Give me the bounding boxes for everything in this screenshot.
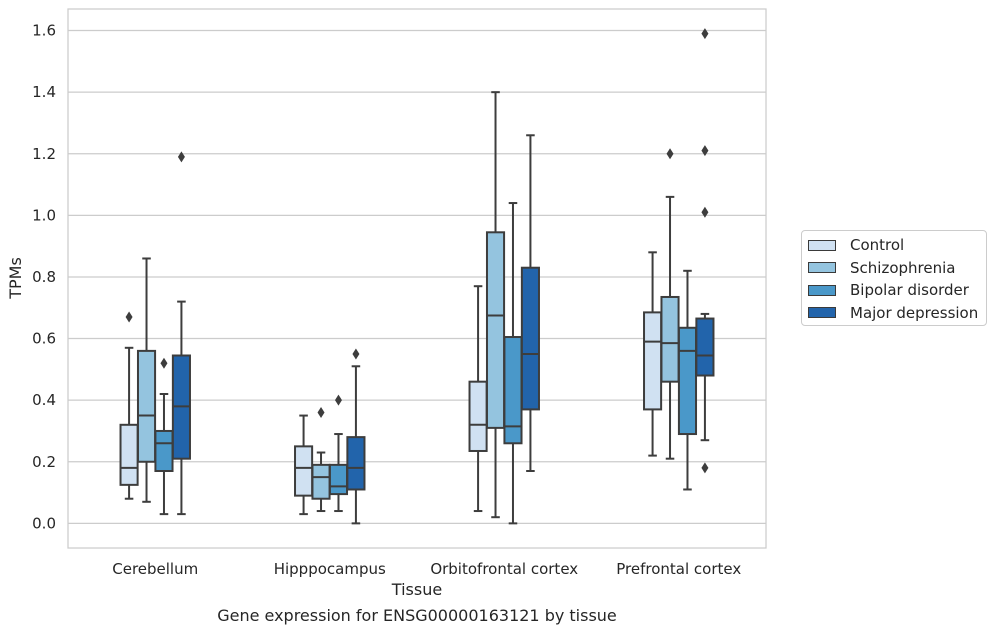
y-tick-label: 0.8 <box>32 268 56 286</box>
x-tick-label: Orbitofrontal cortex <box>430 560 578 578</box>
outlier-marker <box>125 311 133 323</box>
legend-label: Schizophrenia <box>850 258 956 277</box>
box-plot-boxes <box>119 28 715 525</box>
y-tick-label: 1.0 <box>32 206 56 224</box>
chart-caption: Gene expression for ENSG00000163121 by t… <box>217 606 617 625</box>
box-control <box>294 414 314 516</box>
box-major-depression <box>171 151 191 516</box>
legend-swatch <box>808 284 836 296</box>
iqr-box <box>154 429 174 472</box>
box-bipolar-disorder <box>328 394 349 513</box>
outlier-marker <box>352 348 360 360</box>
box-schizophrenia <box>660 148 680 460</box>
iqr-box <box>643 311 663 411</box>
box-schizophrenia <box>136 257 157 503</box>
iqr-box <box>136 349 157 463</box>
iqr-box <box>660 295 680 383</box>
box-schizophrenia <box>311 406 331 513</box>
legend-item: Control <box>808 236 904 254</box>
y-tick-label: 1.2 <box>32 145 56 163</box>
legend-label: Control <box>850 236 905 254</box>
iqr-box <box>695 317 715 377</box>
box-control <box>468 285 488 513</box>
x-tick-label: Cerebellum <box>112 560 198 578</box>
y-tick-label: 1.4 <box>32 83 56 101</box>
outlier-marker <box>701 206 709 218</box>
y-tick-label: 0.4 <box>32 391 56 409</box>
legend-swatch <box>808 239 836 251</box>
iqr-box <box>328 463 349 496</box>
iqr-box <box>119 423 139 486</box>
outlier-marker <box>701 462 709 474</box>
x-tick-label: Hipppocampus <box>274 560 386 578</box>
outlier-marker <box>317 406 325 418</box>
legend-label: Bipolar disorder <box>850 281 969 299</box>
box-control <box>119 311 139 500</box>
outlier-marker <box>334 394 342 406</box>
y-axis-label: TPMs <box>6 257 25 300</box>
box-bipolar-disorder <box>154 357 174 516</box>
iqr-box <box>346 436 366 491</box>
y-tick-label: 0.0 <box>32 514 56 532</box>
box-schizophrenia <box>485 91 506 519</box>
box-major-depression <box>695 28 715 474</box>
box-major-depression <box>346 348 366 525</box>
y-tick-label: 0.6 <box>32 330 56 348</box>
x-tick-label: Prefrontal cortex <box>616 560 741 578</box>
legend-item: Schizophrenia <box>808 259 955 277</box>
outlier-marker <box>701 28 709 40</box>
y-tick-label: 0.2 <box>32 453 56 471</box>
legend: Control Schizophrenia Bipolar disorder Majo… <box>801 230 987 326</box>
x-tick-labels: Cerebellum Hipppocampus Orbitofrontal cort… <box>112 560 741 578</box>
iqr-box <box>520 266 540 411</box>
outlier-marker <box>177 151 185 163</box>
legend-swatch <box>808 307 836 318</box>
iqr-box <box>485 231 506 429</box>
iqr-box <box>311 463 331 500</box>
x-axis-label: Tissue <box>391 580 442 599</box>
outlier-marker <box>701 145 709 157</box>
legend-item: Major depression <box>808 304 978 322</box>
y-tick-labels: 0.0 0.2 0.4 0.6 0.8 1.0 1.2 1.4 1.6 <box>32 22 56 533</box>
box-bipolar-disorder <box>503 202 523 525</box>
legend-swatch <box>808 262 836 273</box>
iqr-box <box>677 326 698 436</box>
legend-item: Bipolar disorder <box>808 281 969 299</box>
iqr-box <box>294 445 314 497</box>
y-tick-label: 1.6 <box>32 22 56 40</box>
plot-frame <box>67 8 767 549</box>
outlier-marker <box>160 357 168 369</box>
iqr-box <box>503 336 523 445</box>
box-control <box>643 251 663 457</box>
box-bipolar-disorder <box>677 269 698 491</box>
iqr-box <box>468 380 488 452</box>
legend-label: Major depression <box>850 303 979 322</box>
outlier-marker <box>666 148 674 160</box>
box-major-depression <box>520 134 540 472</box>
